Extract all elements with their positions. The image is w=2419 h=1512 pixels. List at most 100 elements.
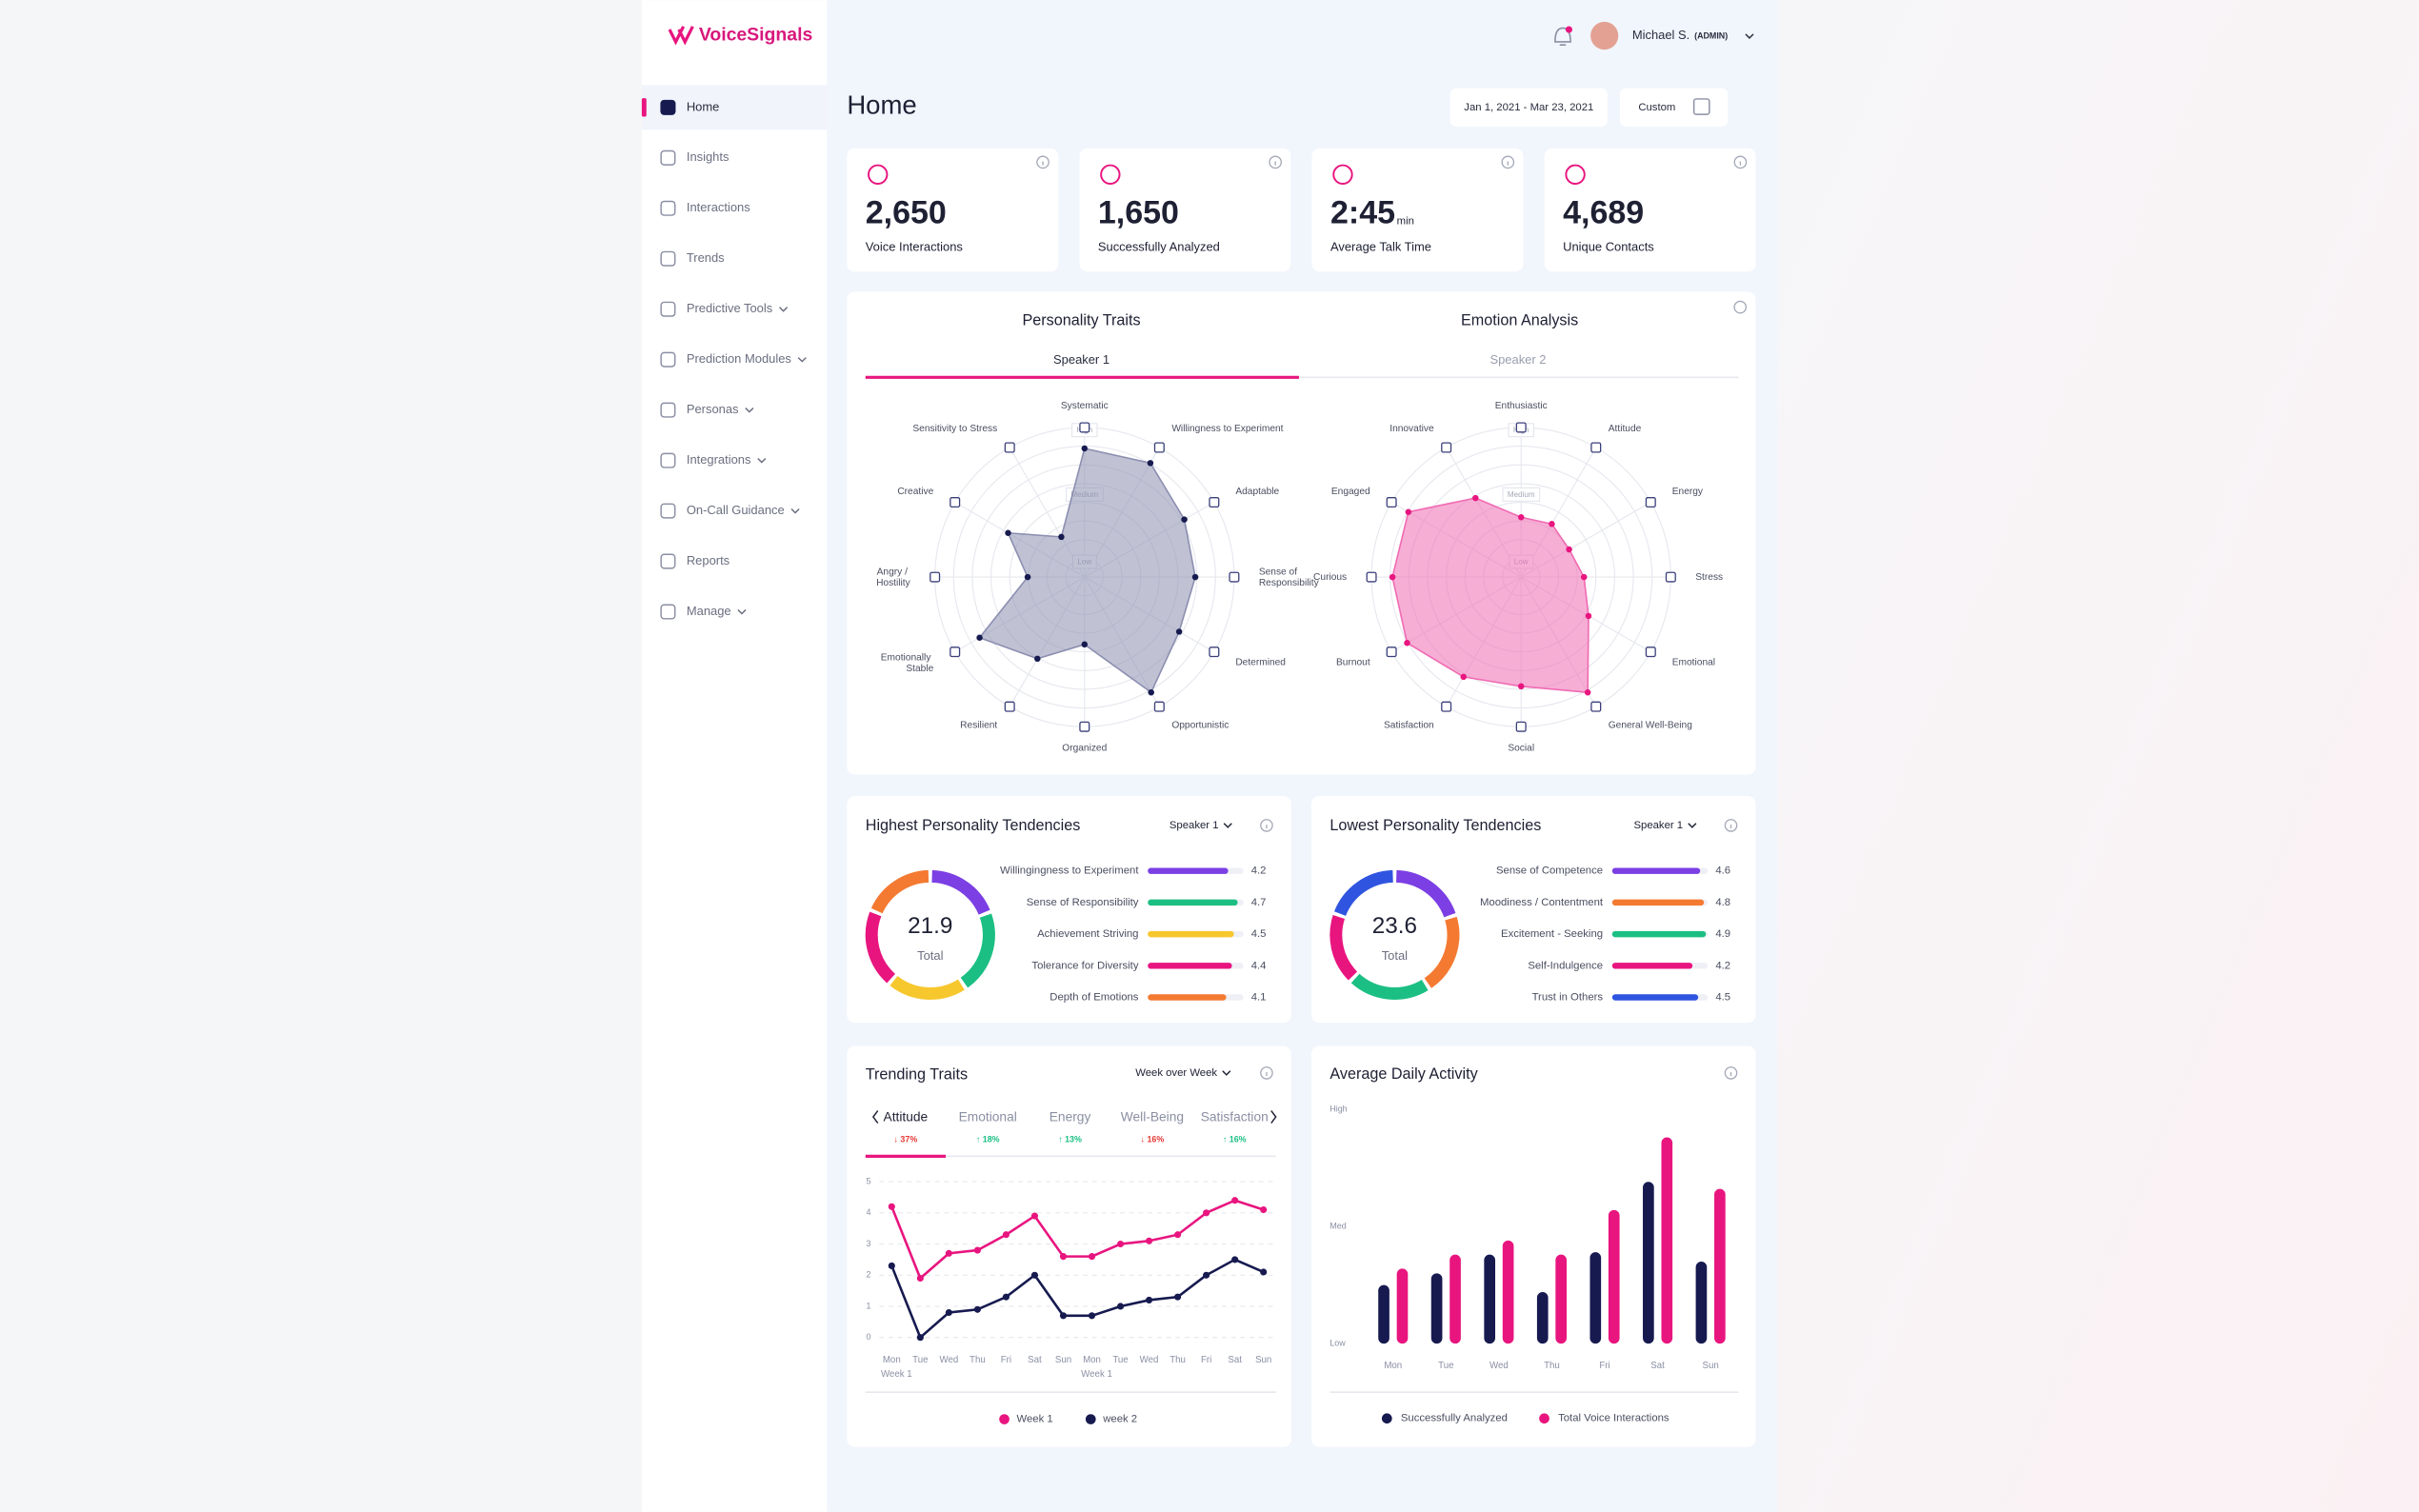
card	[1311, 148, 1524, 272]
radar-axis-handle[interactable]	[1441, 701, 1452, 712]
chevron[interactable]	[797, 357, 807, 363]
chevron[interactable]	[745, 408, 754, 413]
trait-tab[interactable]: Well-Being	[1121, 1110, 1184, 1124]
backdrop-right	[1777, 0, 2419, 1512]
nav-item[interactable]: Home	[687, 99, 720, 113]
radar-axis-handle[interactable]	[1153, 701, 1165, 712]
bar	[1589, 1252, 1602, 1344]
info-icon[interactable]	[1724, 819, 1738, 832]
radar-axis-label: Satisfaction	[1384, 720, 1434, 730]
radar-axis-handle[interactable]	[1386, 497, 1397, 508]
radar-axis-handle[interactable]	[1386, 647, 1397, 658]
selector[interactable]: Speaker 1	[1170, 820, 1219, 831]
user-menu-chevron[interactable]	[1745, 33, 1754, 39]
radar-axis-handle[interactable]	[1665, 571, 1676, 583]
radar-axis-handle[interactable]	[1366, 571, 1377, 583]
x-tick-label: Sun	[1055, 1355, 1071, 1365]
bell-icon[interactable]	[1554, 27, 1571, 47]
avatar[interactable]	[1590, 21, 1619, 50]
period[interactable]: Custom	[1638, 102, 1675, 113]
nav-item[interactable]: Insights	[687, 149, 730, 164]
radar-point	[1005, 529, 1011, 536]
radar-point	[1191, 573, 1199, 581]
tendency-value: 4.8	[1715, 897, 1730, 908]
radar-axis-handle[interactable]	[1079, 721, 1090, 732]
chevron[interactable]	[1688, 823, 1697, 828]
radar-axis-handle[interactable]	[1441, 442, 1452, 453]
chevron[interactable]	[1223, 823, 1232, 828]
radar-axis-handle[interactable]	[1153, 442, 1165, 453]
tendency-label: Moodiness / Contentment	[1480, 897, 1604, 908]
line-point	[973, 1246, 981, 1254]
date-range-box[interactable]	[1449, 88, 1608, 128]
tabs-next[interactable]	[1270, 1110, 1277, 1124]
nav-item[interactable]: Personas	[687, 402, 739, 416]
tabs-prev[interactable]	[871, 1110, 879, 1124]
nav-item[interactable]: Predictive Tools	[687, 301, 772, 315]
speaker-tab[interactable]: Speaker 2	[1489, 352, 1546, 367]
radar-axis-label: Attitude	[1609, 424, 1642, 434]
radar-axis-handle[interactable]	[1209, 497, 1220, 508]
nav-item[interactable]: Integrations	[687, 452, 751, 467]
selector[interactable]: Week over Week	[1135, 1067, 1217, 1079]
radar-axis-handle[interactable]	[1004, 701, 1015, 712]
bar	[1502, 1240, 1514, 1344]
radar-axis-handle[interactable]	[1515, 422, 1527, 433]
nav-item[interactable]: Reports	[687, 553, 730, 567]
chevron[interactable]	[737, 608, 747, 615]
radar-axis-handle[interactable]	[1209, 647, 1220, 658]
radar-axis-label: Adaptable	[1235, 487, 1279, 497]
y-tick-label: 2	[867, 1270, 871, 1280]
chevron[interactable]	[757, 458, 767, 464]
nav-item[interactable]: Prediction Modules	[687, 351, 791, 366]
nav-item[interactable]: On-Call Guidance	[687, 503, 785, 517]
stat-label: Average Talk Time	[1330, 240, 1431, 254]
donut-total: 21.9	[908, 913, 952, 939]
info-icon[interactable]	[1260, 819, 1273, 832]
trait-tab[interactable]: Energy	[1050, 1110, 1091, 1124]
info-icon[interactable]	[1036, 155, 1050, 169]
trait-tab[interactable]: Attitude	[884, 1110, 929, 1124]
radar-axis-handle[interactable]	[950, 647, 961, 658]
radar-axis-handle[interactable]	[1004, 442, 1015, 453]
radar-axis-handle[interactable]	[1645, 497, 1656, 508]
info-icon[interactable]	[1260, 1066, 1273, 1080]
info-icon[interactable]	[1501, 155, 1515, 169]
info-icon[interactable]	[1269, 155, 1282, 169]
user-name[interactable]: Michael S.	[1632, 28, 1689, 42]
donut-segment	[1350, 973, 1429, 1000]
x-tick-label: Mon	[1384, 1361, 1402, 1371]
tendency-label: Achievement Striving	[1037, 928, 1138, 940]
date-range[interactable]: Jan 1, 2021 - Mar 23, 2021	[1464, 102, 1593, 113]
info-icon[interactable]	[1733, 155, 1748, 169]
radar-axis-handle[interactable]	[1515, 721, 1527, 732]
chevron[interactable]	[790, 507, 800, 514]
line-point	[1059, 1312, 1068, 1320]
nav-item[interactable]: Interactions	[687, 200, 750, 214]
logo[interactable]: VoiceSignals	[699, 25, 812, 46]
trait-tab[interactable]: Emotional	[959, 1110, 1017, 1124]
nav-item[interactable]: Manage	[687, 604, 731, 618]
chevron[interactable]	[1222, 1070, 1231, 1076]
chevron[interactable]	[779, 307, 789, 312]
radar-axis-handle[interactable]	[950, 497, 961, 508]
nav-item[interactable]: Trends	[687, 250, 725, 265]
radar-axis-handle[interactable]	[1590, 442, 1602, 453]
info-icon[interactable]	[1733, 300, 1748, 314]
radar-axis-handle[interactable]	[1229, 571, 1240, 583]
info-icon[interactable]	[1724, 1066, 1738, 1080]
panel-tab[interactable]: Personality Traits	[1022, 311, 1140, 328]
speaker-tab[interactable]: Speaker 1	[1053, 352, 1110, 367]
trait-tab[interactable]: Satisfaction	[1201, 1110, 1269, 1124]
x-tick-label: Sun	[1255, 1355, 1271, 1365]
trait-change: ↑ 13%	[1058, 1135, 1082, 1144]
radar-axis-handle[interactable]	[1079, 422, 1090, 433]
panel-tab[interactable]: Emotion Analysis	[1461, 311, 1578, 328]
selector[interactable]: Speaker 1	[1633, 820, 1683, 831]
radar-axis-handle[interactable]	[1590, 701, 1602, 712]
calendar-icon[interactable]	[1692, 98, 1710, 115]
period-box[interactable]	[1619, 88, 1729, 128]
radar-axis-handle[interactable]	[930, 571, 941, 583]
radar-point	[1585, 612, 1592, 620]
radar-axis-handle[interactable]	[1645, 647, 1656, 658]
